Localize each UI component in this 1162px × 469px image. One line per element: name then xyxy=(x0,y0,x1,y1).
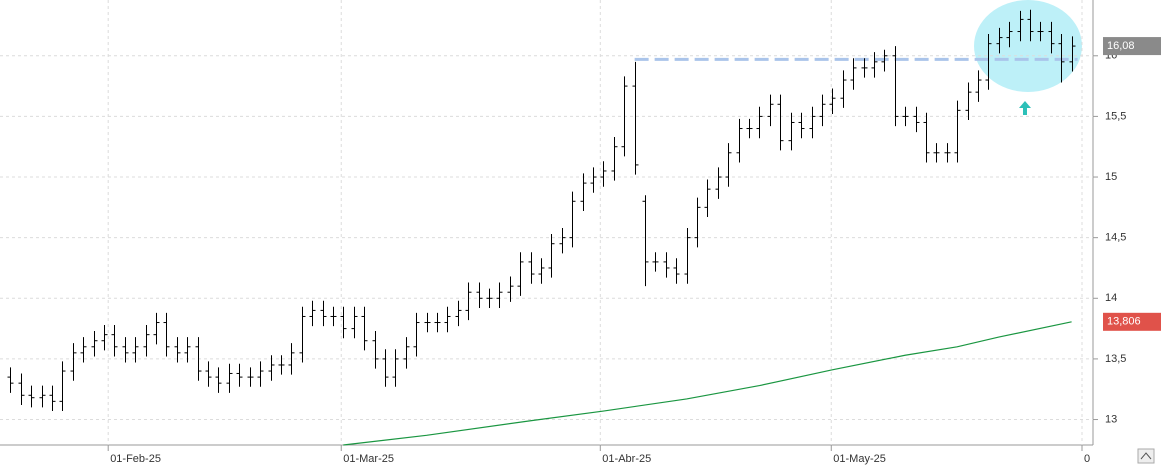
x-tick-label: 01-Feb-25 xyxy=(110,453,161,465)
x-tick-label: 0 xyxy=(1084,453,1090,465)
price-tag xyxy=(1103,37,1161,56)
scroll-button[interactable] xyxy=(1137,448,1155,464)
highlight-ellipse xyxy=(974,0,1082,92)
x-tick-label: 01-Mar-25 xyxy=(343,453,394,465)
y-tick-label: 13,5 xyxy=(1105,353,1126,365)
y-tick-label: 14 xyxy=(1105,292,1117,304)
y-tick-label: 14,5 xyxy=(1105,232,1126,244)
x-tick-label: 01-May-25 xyxy=(833,453,886,465)
x-tick-label: 01-Abr-25 xyxy=(602,453,651,465)
price-tag-label: 13,806 xyxy=(1107,316,1141,328)
y-tick-label: 13 xyxy=(1105,413,1117,425)
scroll-icon xyxy=(1140,452,1152,460)
arrow-up xyxy=(1019,101,1031,115)
y-tick-label: 15,5 xyxy=(1105,110,1126,122)
price-tag xyxy=(1103,312,1161,331)
price-tag-label: 16,08 xyxy=(1107,40,1135,52)
moving-average-line xyxy=(343,321,1072,446)
y-tick-label: 15 xyxy=(1105,171,1117,183)
